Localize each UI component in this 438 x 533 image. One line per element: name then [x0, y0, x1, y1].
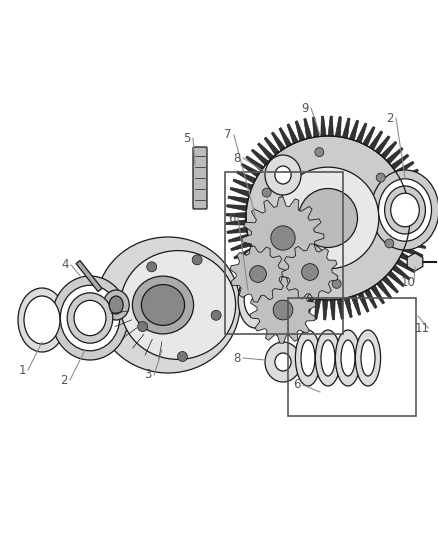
- Ellipse shape: [141, 285, 184, 326]
- Circle shape: [299, 189, 357, 247]
- Circle shape: [376, 173, 385, 182]
- Circle shape: [250, 265, 266, 282]
- Ellipse shape: [265, 155, 301, 195]
- Text: 1: 1: [18, 364, 26, 376]
- Circle shape: [211, 310, 221, 320]
- Ellipse shape: [341, 340, 355, 376]
- Text: 11: 11: [414, 321, 430, 335]
- Ellipse shape: [238, 272, 272, 328]
- Text: 5: 5: [184, 132, 191, 144]
- Ellipse shape: [74, 301, 106, 336]
- Ellipse shape: [336, 330, 360, 386]
- Ellipse shape: [391, 193, 419, 227]
- FancyBboxPatch shape: [193, 147, 207, 209]
- Ellipse shape: [265, 342, 301, 382]
- Ellipse shape: [67, 293, 113, 343]
- Circle shape: [177, 351, 187, 361]
- Ellipse shape: [60, 285, 120, 351]
- Circle shape: [273, 300, 293, 320]
- Bar: [288, 298, 416, 416]
- Circle shape: [271, 254, 280, 263]
- Circle shape: [271, 226, 295, 250]
- Text: 4: 4: [61, 259, 69, 271]
- Circle shape: [302, 264, 318, 280]
- Text: 7: 7: [224, 128, 232, 141]
- Ellipse shape: [18, 288, 66, 352]
- Ellipse shape: [120, 251, 236, 359]
- Ellipse shape: [103, 290, 129, 320]
- Ellipse shape: [321, 340, 335, 376]
- Ellipse shape: [378, 179, 431, 241]
- Text: 6: 6: [293, 378, 301, 392]
- Polygon shape: [76, 261, 102, 292]
- Ellipse shape: [315, 330, 341, 386]
- Text: 2: 2: [60, 374, 68, 386]
- Circle shape: [385, 239, 394, 248]
- Circle shape: [332, 279, 341, 288]
- Circle shape: [147, 262, 157, 272]
- Polygon shape: [226, 116, 430, 320]
- Circle shape: [262, 188, 271, 197]
- Ellipse shape: [301, 340, 315, 376]
- Polygon shape: [250, 277, 316, 343]
- Ellipse shape: [361, 340, 375, 376]
- Text: 6: 6: [228, 212, 236, 224]
- Polygon shape: [242, 197, 324, 279]
- Ellipse shape: [109, 296, 123, 314]
- Text: 8: 8: [233, 351, 241, 365]
- Ellipse shape: [244, 282, 266, 318]
- Text: 3: 3: [144, 368, 152, 382]
- Polygon shape: [230, 246, 286, 302]
- Text: 9: 9: [301, 101, 309, 115]
- Ellipse shape: [275, 166, 291, 184]
- Circle shape: [246, 136, 410, 300]
- Polygon shape: [282, 244, 338, 300]
- Circle shape: [315, 148, 324, 157]
- Polygon shape: [407, 253, 423, 271]
- Ellipse shape: [132, 276, 194, 334]
- Ellipse shape: [275, 353, 291, 371]
- Ellipse shape: [52, 276, 128, 360]
- Text: 8: 8: [233, 151, 241, 165]
- Ellipse shape: [371, 170, 438, 250]
- Bar: [225, 172, 343, 334]
- Circle shape: [192, 255, 202, 265]
- Ellipse shape: [96, 237, 240, 373]
- Circle shape: [138, 321, 148, 332]
- Text: 2: 2: [386, 111, 394, 125]
- Text: 10: 10: [401, 276, 415, 288]
- Ellipse shape: [295, 330, 321, 386]
- Ellipse shape: [355, 330, 381, 386]
- Circle shape: [277, 167, 379, 269]
- Ellipse shape: [24, 296, 60, 344]
- Ellipse shape: [385, 186, 425, 234]
